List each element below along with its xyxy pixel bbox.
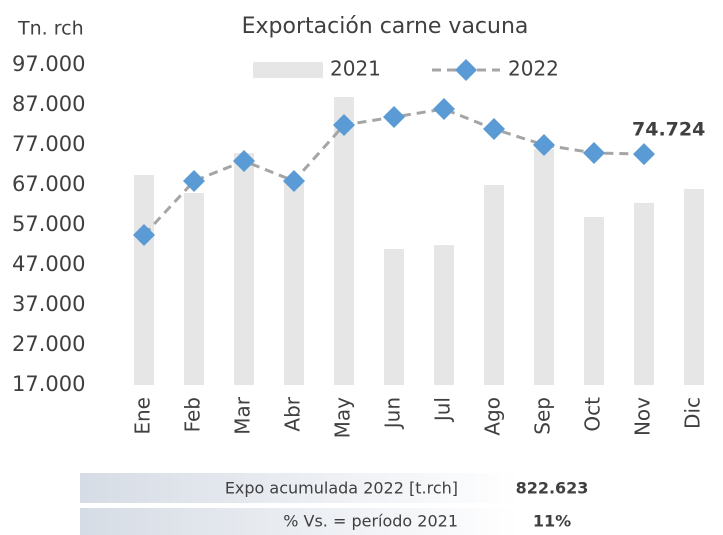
bar: [384, 249, 404, 385]
y-tick-label: 17.000: [12, 372, 85, 396]
x-tick-label: Jul: [431, 397, 455, 423]
x-tick-label: May: [331, 397, 355, 439]
bar: [234, 153, 254, 385]
x-tick-label: Nov: [631, 397, 655, 436]
x-tick-label: Sep: [531, 397, 555, 435]
summary-value: 11%: [533, 512, 571, 531]
line-marker: [233, 150, 255, 172]
data-label: 74.724: [632, 119, 705, 141]
y-tick-label: 87.000: [12, 92, 85, 116]
y-tick-label: 97.000: [12, 52, 85, 76]
line-marker: [483, 118, 505, 140]
line-marker: [433, 98, 455, 120]
bar: [334, 97, 354, 385]
line-marker: [633, 143, 655, 166]
x-tick-label: Jun: [381, 397, 405, 430]
line-marker: [183, 170, 205, 192]
summary-row-bg: [80, 508, 520, 535]
x-tick-label: Dic: [681, 397, 705, 429]
summary-label: Expo acumulada 2022 [t.rch]: [225, 479, 458, 498]
bar: [534, 149, 554, 385]
legend-label: 2022: [508, 57, 559, 81]
y-axis-label: Tn. rch: [17, 18, 84, 40]
y-tick-label: 67.000: [12, 172, 85, 196]
y-tick-label: 37.000: [12, 292, 85, 316]
x-tick-label: Ene: [131, 397, 155, 435]
x-tick-label: Abr: [281, 396, 305, 431]
line-marker: [133, 224, 155, 246]
x-tick-label: Ago: [481, 397, 505, 436]
line-marker: [533, 134, 555, 156]
bar: [584, 217, 604, 385]
line-marker: [333, 114, 355, 136]
line-marker: [383, 106, 405, 128]
bar: [434, 245, 454, 385]
y-tick-label: 77.000: [12, 132, 85, 156]
summary-value: 822.623: [516, 479, 589, 498]
bar: [634, 203, 654, 385]
legend-label: 2021: [330, 57, 381, 81]
y-tick-label: 27.000: [12, 332, 85, 356]
bar: [484, 185, 504, 385]
x-tick-label: Feb: [181, 397, 205, 432]
line-marker: [583, 142, 605, 164]
summary-label: % Vs. = período 2021: [283, 512, 458, 531]
bar: [184, 193, 204, 385]
chart-title: Exportación carne vacuna: [242, 14, 529, 39]
summary-row-bg: [80, 473, 520, 503]
x-tick-label: Mar: [231, 396, 255, 435]
y-tick-label: 47.000: [12, 252, 85, 276]
legend-swatch: [455, 59, 477, 81]
bar: [284, 181, 304, 385]
legend-swatch: [253, 62, 323, 78]
bar: [684, 189, 704, 385]
x-tick-label: Oct: [581, 397, 605, 432]
y-tick-label: 57.000: [12, 212, 85, 236]
bar: [134, 175, 154, 385]
line-marker: [283, 170, 305, 192]
